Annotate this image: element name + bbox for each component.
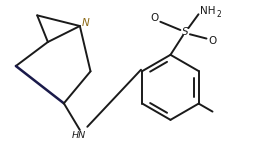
Text: 2: 2: [216, 10, 221, 19]
Text: HN: HN: [71, 131, 86, 140]
Text: N: N: [82, 18, 90, 28]
Text: O: O: [208, 36, 217, 46]
Text: O: O: [150, 13, 159, 23]
Text: NH: NH: [200, 6, 215, 16]
Text: S: S: [182, 27, 189, 37]
